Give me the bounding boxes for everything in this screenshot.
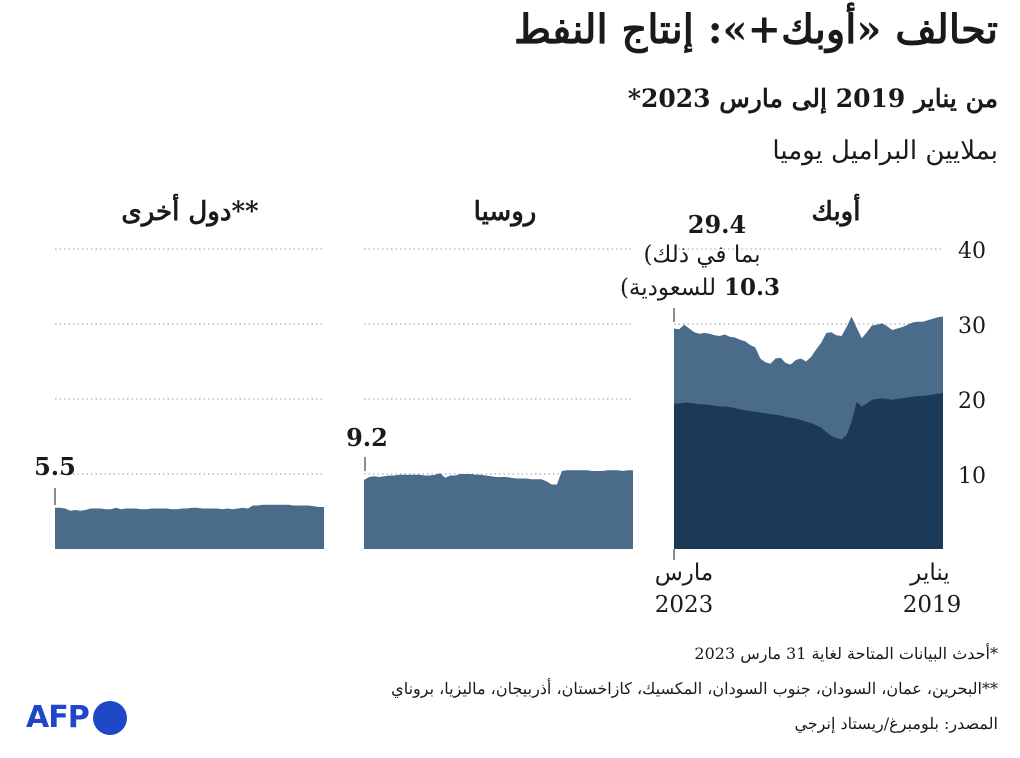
afp-logo: AFP <box>26 700 127 735</box>
opec-dark-area <box>674 393 943 549</box>
opec-annotation-line1: (بما في ذلك <box>643 242 760 268</box>
x-end-label-month: مارس <box>655 560 714 586</box>
russia-area <box>364 470 633 549</box>
saudi-label: للسعودية) <box>620 275 716 301</box>
x-start-label-month: يناير <box>909 560 949 586</box>
panel-title-others: دول أخرى** <box>121 193 259 227</box>
footnote-other-countries: **البحرين، عمان، السودان، جنوب السودان، … <box>391 679 998 698</box>
opec-plus-chart: 10 20 30 40 أوبك روسيا دول أخرى** 29.4 (بما في ذ… <box>34 193 986 618</box>
y-tick-label: 10 <box>958 464 986 489</box>
panel-title-opec: أوبك <box>812 193 861 227</box>
afp-logo-text: AFP <box>26 700 90 735</box>
saudi-value: 10.3 <box>716 274 780 301</box>
y-tick-label: 20 <box>958 389 986 414</box>
panel-title-russia: روسيا <box>474 197 537 227</box>
x-start-label-year: 2019 <box>903 592 962 618</box>
opec-annotation-line2: 10.3 للسعودية) <box>620 274 780 301</box>
afp-logo-circle <box>92 700 127 735</box>
y-tick-label: 40 <box>958 239 986 264</box>
others-area <box>55 504 324 549</box>
chart-subtitle: من يناير 2019 إلى مارس 2023* <box>627 84 998 113</box>
y-tick-label: 30 <box>958 314 986 339</box>
opec-end-value-label: 29.4 <box>688 210 746 239</box>
chart-title: تحالف «أوبك+»: إنتاج النفط <box>514 6 998 53</box>
unit-label: بملايين البراميل يوميا <box>772 136 998 166</box>
footnote-date: *أحدث البيانات المتاحة لغاية 31 مارس 202… <box>694 644 998 663</box>
x-end-label-year: 2023 <box>655 592 714 618</box>
others-end-value-label: 5.5 <box>34 452 76 481</box>
russia-end-value-label: 9.2 <box>346 423 388 452</box>
source-note: المصدر: بلومبرغ/ريستاد إنرجي <box>794 714 998 733</box>
